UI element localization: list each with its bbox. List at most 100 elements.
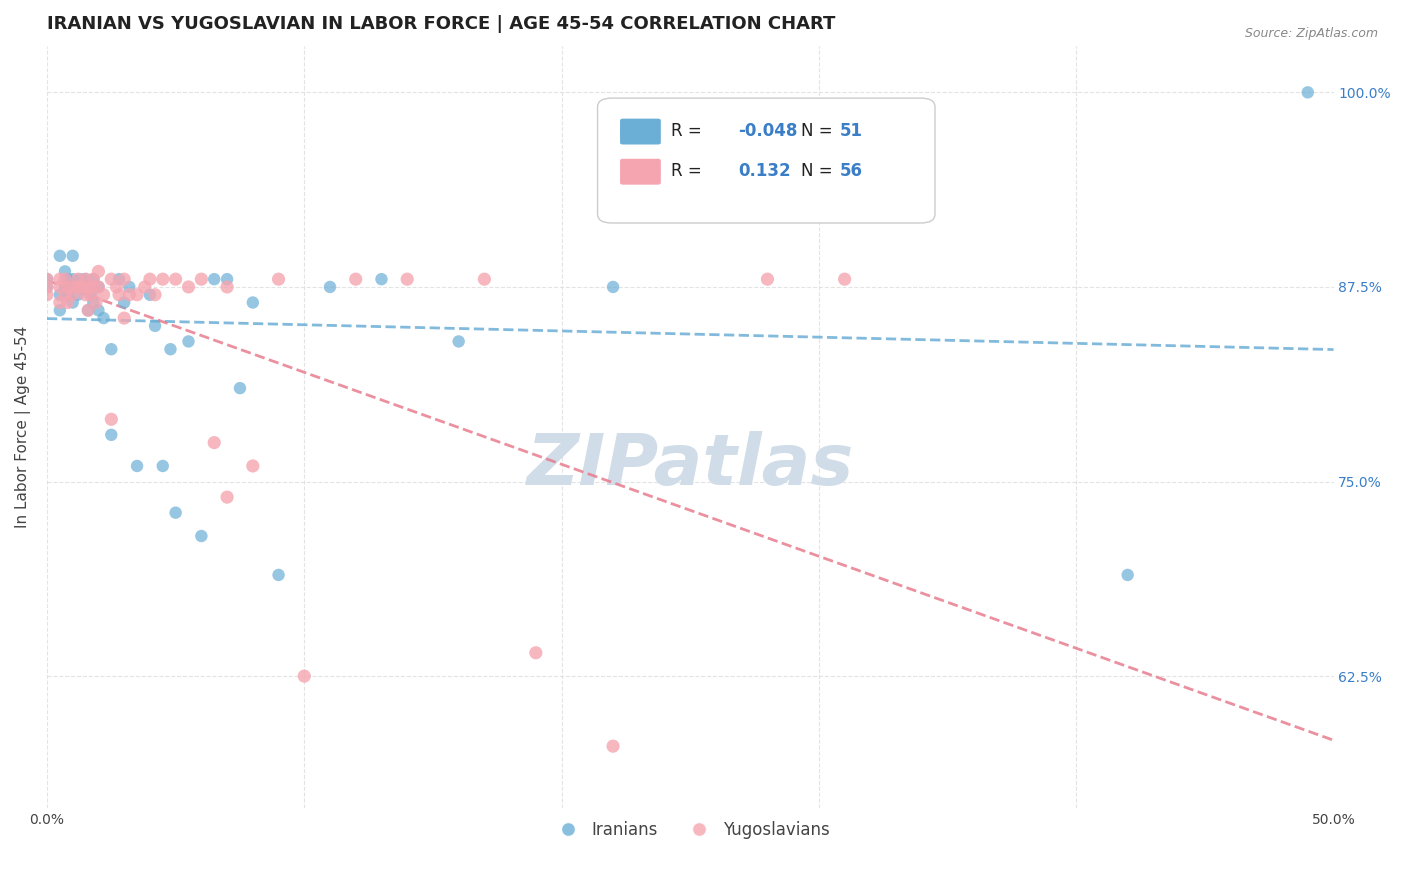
Point <box>202 435 225 450</box>
Point <box>229 381 252 395</box>
Point <box>56 295 79 310</box>
Point <box>77 280 100 294</box>
Point <box>66 280 89 294</box>
Point <box>87 280 110 294</box>
Point <box>69 272 91 286</box>
Point <box>49 280 72 294</box>
Point <box>474 272 496 286</box>
Point <box>62 249 84 263</box>
Point <box>190 272 212 286</box>
Point <box>112 272 135 286</box>
Point <box>87 303 110 318</box>
Point <box>53 280 76 294</box>
Point <box>87 280 110 294</box>
Point <box>75 272 97 286</box>
Point <box>49 272 72 286</box>
Point <box>108 272 131 286</box>
Point <box>152 458 174 473</box>
Point <box>77 303 100 318</box>
Point <box>49 287 72 301</box>
Point <box>177 280 200 294</box>
Point <box>217 280 239 294</box>
Point <box>267 272 290 286</box>
Point <box>217 272 239 286</box>
Point <box>62 295 84 310</box>
Point <box>53 272 76 286</box>
Point <box>87 264 110 278</box>
Point <box>108 287 131 301</box>
Point <box>35 272 58 286</box>
Point <box>62 280 84 294</box>
Text: IRANIAN VS YUGOSLAVIAN IN LABOR FORCE | AGE 45-54 CORRELATION CHART: IRANIAN VS YUGOSLAVIAN IN LABOR FORCE | … <box>46 15 835 33</box>
Point <box>911 863 934 878</box>
Point <box>62 272 84 286</box>
Point <box>139 287 162 301</box>
Point <box>396 272 419 286</box>
Point <box>134 280 156 294</box>
Point <box>93 311 115 326</box>
Point <box>80 280 103 294</box>
Point <box>118 287 141 301</box>
Point <box>143 287 166 301</box>
Legend: Iranians, Yugoslavians: Iranians, Yugoslavians <box>544 814 837 846</box>
Point <box>159 343 181 357</box>
Point <box>35 280 58 294</box>
Point <box>217 490 239 504</box>
Point <box>82 272 104 286</box>
Text: 0.132: 0.132 <box>738 162 790 180</box>
Point <box>242 295 264 310</box>
Point <box>53 287 76 301</box>
Point <box>125 287 148 301</box>
Point <box>66 287 89 301</box>
Point <box>75 272 97 286</box>
Point <box>56 287 79 301</box>
Point <box>165 506 187 520</box>
Text: R =: R = <box>671 122 707 140</box>
Point <box>190 529 212 543</box>
Text: ZIPatlas: ZIPatlas <box>527 431 853 500</box>
Point <box>53 264 76 278</box>
Point <box>84 295 107 310</box>
Point <box>35 287 58 301</box>
Point <box>112 311 135 326</box>
Point <box>49 303 72 318</box>
Text: 56: 56 <box>839 162 862 180</box>
Text: N =: N = <box>801 122 838 140</box>
Point <box>72 280 94 294</box>
Point <box>447 334 470 349</box>
Point <box>62 280 84 294</box>
Point <box>82 280 104 294</box>
Point <box>100 343 122 357</box>
Point <box>139 272 162 286</box>
Point <box>152 272 174 286</box>
Point <box>177 334 200 349</box>
Text: R =: R = <box>671 162 707 180</box>
Text: -0.048: -0.048 <box>738 122 797 140</box>
Point <box>82 295 104 310</box>
Point <box>202 272 225 286</box>
Point <box>125 458 148 473</box>
Point <box>267 568 290 582</box>
Point <box>602 280 624 294</box>
Point <box>49 295 72 310</box>
Point <box>80 287 103 301</box>
Point <box>93 287 115 301</box>
Point <box>118 280 141 294</box>
Point <box>66 280 89 294</box>
Point <box>69 280 91 294</box>
Point <box>77 303 100 318</box>
Point <box>56 280 79 294</box>
Point <box>56 272 79 286</box>
Point <box>143 318 166 333</box>
Point <box>35 280 58 294</box>
Point <box>66 272 89 286</box>
Point <box>1116 568 1139 582</box>
Point <box>1296 86 1319 100</box>
Point <box>756 272 779 286</box>
Point <box>524 646 547 660</box>
Point <box>165 272 187 286</box>
Point <box>344 272 367 286</box>
Point <box>82 272 104 286</box>
Point <box>75 287 97 301</box>
Point <box>602 739 624 754</box>
